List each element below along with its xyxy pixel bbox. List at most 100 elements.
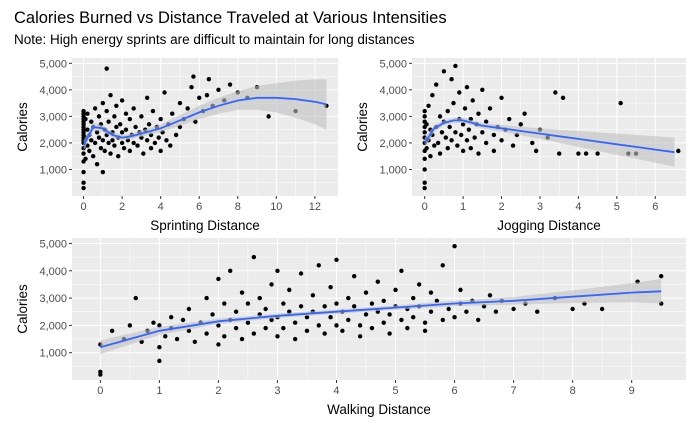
jog-chart: 1,000 2,000 3,000 4,000 5,000 0 1 2 3 4 5 6 Jogging … (355, 58, 686, 233)
data-point (476, 151, 481, 156)
data-point (156, 135, 161, 140)
data-point (106, 140, 111, 146)
y-tick-label: 1,000 (39, 164, 67, 176)
data-point (560, 95, 566, 101)
data-point (357, 323, 363, 328)
data-point (269, 317, 274, 323)
data-point (328, 284, 333, 290)
data-point (468, 146, 473, 151)
data-point (676, 148, 681, 154)
data-point (227, 82, 233, 87)
data-point (127, 116, 133, 122)
data-point (363, 312, 369, 317)
data-point (186, 306, 192, 312)
data-point (445, 146, 450, 151)
x-tick-label: 4 (333, 385, 339, 397)
y-axis-label: Calories (15, 102, 30, 152)
x-tick-label: 4 (575, 201, 581, 213)
data-point (426, 103, 431, 108)
data-point (139, 114, 144, 119)
data-point (352, 274, 357, 279)
data-point (304, 328, 310, 334)
data-point (119, 140, 125, 146)
data-point (449, 138, 454, 143)
data-point (595, 151, 600, 156)
data-point (618, 100, 623, 106)
data-point (222, 301, 227, 306)
data-point (152, 140, 158, 146)
data-point (177, 100, 183, 106)
data-point (422, 328, 428, 334)
data-point (533, 148, 539, 154)
data-point (334, 323, 339, 328)
data-point (428, 290, 434, 295)
data-point (483, 119, 489, 124)
y-tick-label: 1,000 (379, 164, 407, 176)
data-point (387, 312, 392, 317)
x-axis-label: Walking Distance (327, 402, 431, 417)
data-point (245, 320, 251, 325)
data-point (518, 122, 523, 127)
data-point (81, 151, 86, 156)
data-point (316, 263, 321, 268)
data-point (92, 140, 98, 146)
data-point (263, 325, 268, 331)
data-point (363, 290, 369, 295)
data-point (162, 90, 167, 95)
data-point (189, 84, 194, 90)
figure-subtitle: Note: High energy sprints are difficult … (14, 32, 415, 47)
x-tick-label: 6 (196, 201, 202, 213)
data-point (499, 95, 504, 101)
x-tick-label: 5 (392, 385, 398, 397)
smooth-line (82, 96, 327, 147)
data-point (123, 111, 129, 116)
x-tick-label: 3 (274, 385, 280, 397)
data-point (460, 148, 466, 154)
data-point (157, 345, 162, 350)
data-point (422, 130, 427, 135)
data-point (158, 116, 163, 122)
data-point (144, 95, 150, 101)
data-point (104, 66, 109, 71)
x-tick-label: 0 (81, 201, 87, 213)
data-point (381, 320, 386, 325)
x-tick-label: 9 (629, 385, 635, 397)
data-point (112, 114, 117, 119)
data-point (428, 153, 433, 159)
data-point (387, 331, 392, 336)
data-point (81, 108, 86, 114)
data-point (443, 135, 449, 140)
data-point (233, 309, 239, 314)
x-tick-label: 0 (97, 385, 103, 397)
data-point (158, 148, 163, 154)
data-point (424, 122, 429, 127)
data-point (476, 111, 481, 116)
data-point (435, 140, 441, 146)
x-tick-label: 12 (309, 201, 321, 213)
data-point (487, 106, 493, 111)
data-point (458, 132, 464, 138)
data-point (340, 328, 345, 334)
data-point (399, 317, 404, 323)
data-point (100, 138, 106, 143)
data-point (210, 312, 215, 317)
y-tick-label: 5,000 (39, 238, 67, 250)
data-point (440, 317, 445, 323)
data-point (553, 90, 558, 95)
data-point (659, 274, 664, 279)
data-point (511, 306, 516, 312)
data-point (437, 151, 443, 156)
data-point (87, 148, 92, 154)
data-point (334, 301, 339, 306)
data-point (487, 293, 493, 298)
data-point (440, 263, 445, 268)
y-tick-label: 2,000 (379, 138, 407, 150)
data-point (164, 138, 169, 143)
data-point (245, 301, 251, 306)
data-point (216, 323, 221, 328)
data-point (102, 148, 107, 154)
data-point (81, 185, 86, 191)
data-point (441, 69, 447, 74)
data-point (204, 92, 210, 98)
data-point (281, 301, 286, 306)
